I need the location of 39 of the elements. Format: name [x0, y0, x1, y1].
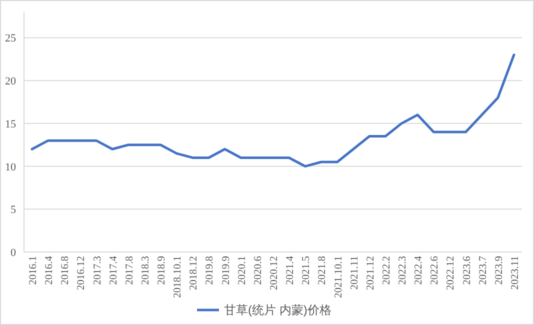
x-tick-label: 2021.10.1 [333, 256, 344, 298]
line-series [30, 54, 516, 168]
x-tick-label: 2016.8 [60, 256, 72, 285]
x-tick-label: 2017.8 [124, 256, 136, 285]
x-tick-label: 2022.2 [381, 256, 392, 285]
x-tick-label: 2018.12 [188, 256, 200, 290]
x-tick-label: 2019.8 [204, 256, 216, 285]
y-tick-label: 0 [10, 247, 16, 259]
x-tick-label: 2023.7 [478, 256, 489, 285]
x-tick-label: 2020.12 [269, 256, 280, 290]
x-tick-label: 2017.4 [108, 255, 120, 285]
x-tick-label: 2021.11 [349, 256, 360, 290]
legend-label: 甘草(统片 内蒙)价格 [224, 303, 332, 317]
x-tick-label: 2016.12 [76, 256, 88, 290]
x-tick-label: 2021.5 [301, 256, 312, 285]
x-tick-label: 2022.12 [446, 256, 457, 290]
y-tick-label: 15 [5, 118, 16, 130]
x-tick-label: 2016.1 [28, 256, 40, 285]
y-tick-label: 10 [5, 161, 16, 174]
x-tick-label: 2021.8 [317, 256, 328, 285]
x-tick-label: 2020.6 [252, 256, 264, 285]
x-tick-label: 2018.10.1 [172, 256, 184, 298]
x-tick-label: 2022.3 [398, 256, 409, 285]
x-tick-label: 2018.3 [140, 256, 152, 285]
x-tick-label: 2022.4 [414, 255, 425, 285]
x-tick-label: 2023.11 [510, 256, 521, 290]
x-tick-label: 2023.6 [462, 256, 473, 285]
x-tick-label: 2021.4 [285, 255, 296, 285]
x-tick-label: 2023.9 [494, 256, 505, 285]
y-tick-label: 25 [5, 32, 16, 45]
x-tick-label: 2016.4 [44, 255, 56, 285]
y-tick-label: 20 [5, 76, 16, 88]
x-tick-label: 2021.12 [365, 256, 376, 290]
x-tick-label: 2022.6 [430, 256, 441, 285]
y-tick-label: 5 [10, 204, 16, 216]
x-tick-label: 2019.9 [220, 256, 232, 285]
x-tick-label: 2017.3 [92, 256, 104, 285]
x-tick-label: 2020.1 [236, 256, 248, 285]
x-tick-label: 2018.9 [156, 256, 168, 285]
